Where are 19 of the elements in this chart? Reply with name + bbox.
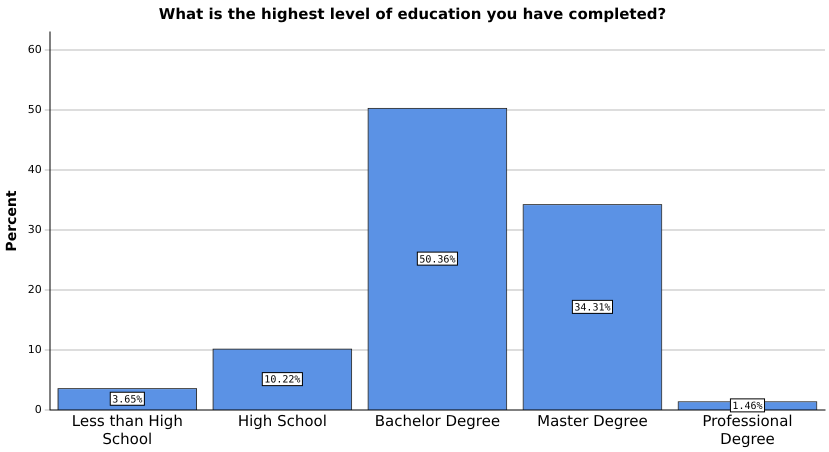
data-label: 1.46% bbox=[732, 400, 763, 412]
y-tick-label: 50 bbox=[28, 102, 42, 116]
data-label: 50.36% bbox=[419, 254, 456, 266]
y-tick-label: 20 bbox=[28, 282, 42, 296]
x-tick-label: Professional Degree bbox=[702, 412, 793, 448]
y-tick-label: 30 bbox=[28, 222, 42, 236]
y-tick-label: 10 bbox=[28, 342, 42, 356]
x-tick-label: Master Degree bbox=[537, 412, 648, 430]
data-label: 34.31% bbox=[574, 302, 610, 314]
x-tick-label: Bachelor Degree bbox=[374, 412, 500, 430]
x-tick-label: High School bbox=[238, 412, 327, 430]
chart-title: What is the highest level of education you have completed? bbox=[158, 4, 666, 23]
y-tick-label: 60 bbox=[28, 42, 42, 56]
y-axis-title: Percent bbox=[4, 190, 20, 252]
y-tick-label: 40 bbox=[28, 162, 42, 176]
data-label: 10.22% bbox=[264, 374, 300, 386]
x-tick-label: Less than High School bbox=[72, 412, 183, 448]
y-tick-label: 0 bbox=[34, 402, 42, 416]
data-label: 3.65% bbox=[112, 394, 142, 406]
